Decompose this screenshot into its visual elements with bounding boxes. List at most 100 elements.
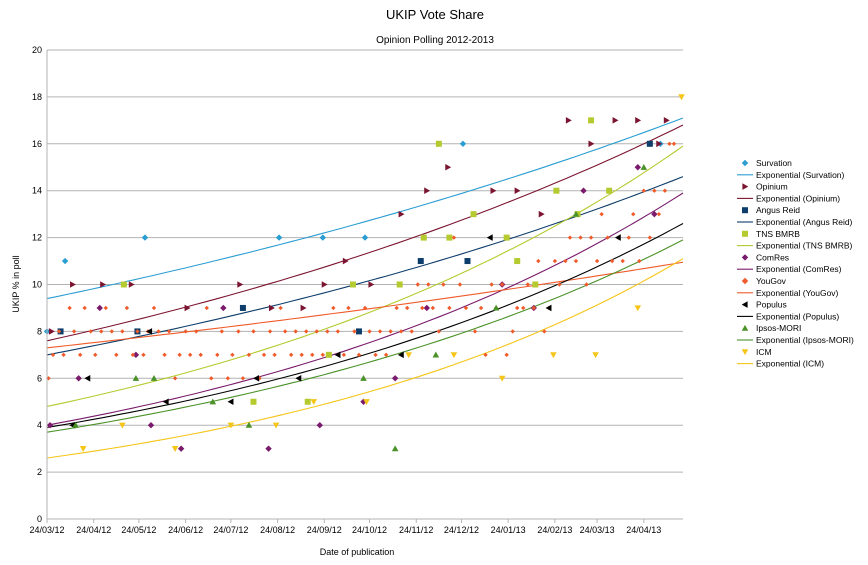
x-tick-label: 24/08/12 <box>260 525 295 535</box>
comres-point <box>46 422 54 429</box>
yougov-point <box>398 329 404 334</box>
yougov-point <box>50 352 56 358</box>
opinium-point <box>635 117 642 124</box>
ipsos-mori-trend-legend-label: Exponential (Ipsos-MORI) <box>756 335 854 345</box>
survation-legend-label: Survation <box>756 158 792 168</box>
yougov-point <box>225 376 231 381</box>
opinium-point <box>656 140 663 148</box>
tns-bmrb-trend-legend-label: Exponential (TNS BMRB) <box>756 241 853 251</box>
y-tick-label: 14 <box>32 186 42 196</box>
yougov-point <box>172 376 178 381</box>
comres-point <box>177 445 185 452</box>
yougov-point <box>415 282 420 287</box>
tns-bmrb-point <box>420 234 427 241</box>
icm-trend-legend-label: Exponential (ICM) <box>756 359 824 369</box>
yougov-point <box>166 329 172 334</box>
ipsos-mori-legend-symbol <box>741 324 749 331</box>
opinium-point <box>48 328 55 335</box>
survation-point <box>459 140 467 147</box>
angus-reid-trend-legend-label: Exponential (Angus Reid) <box>756 217 853 227</box>
yougov-point <box>209 376 214 381</box>
opinium-point <box>398 210 405 218</box>
yougov-point <box>310 352 315 358</box>
trend-line <box>46 261 684 349</box>
chart-subtitle: Opinion Polling 2012-2013 <box>376 35 494 46</box>
yougov-point <box>77 352 83 358</box>
trend-line <box>46 124 684 342</box>
yougov-point <box>187 352 193 358</box>
opinium-point <box>490 187 497 194</box>
yougov-point <box>82 305 87 311</box>
tns-bmrb-point <box>532 281 539 288</box>
opinium-point <box>342 257 349 265</box>
opinium-point <box>268 304 275 312</box>
x-tick-label: 24/06/12 <box>168 525 203 535</box>
tns-bmrb-point <box>396 281 403 288</box>
y-tick-label: 8 <box>37 326 42 336</box>
yougov-legend-symbol <box>741 277 749 285</box>
y-axis-title: UKIP % in poll <box>11 255 21 312</box>
yougov-point <box>652 188 657 193</box>
x-tick-label: 24/03/13 <box>580 525 615 535</box>
yougov-point <box>609 258 615 264</box>
yougov-point <box>99 329 104 334</box>
populus-point <box>84 375 91 382</box>
x-tick-label: 24/05/12 <box>121 525 156 535</box>
icm-legend-label: ICM <box>756 347 772 357</box>
populus-point <box>397 351 404 359</box>
yougov-point <box>631 211 636 217</box>
tick-labels: 0 2 4 6 8 10 12 14 16 18 20 24/03/12 24/04/12 24/05/1… <box>29 45 661 535</box>
yougov-point <box>293 329 298 334</box>
yougov-point <box>335 329 341 334</box>
trend-line <box>46 239 684 433</box>
yougov-point <box>499 282 505 287</box>
grid <box>47 49 683 473</box>
ipsos-mori-point <box>492 304 500 311</box>
trend-line <box>46 258 684 459</box>
comres-trend-legend-label: Exponential (ComRes) <box>756 264 842 274</box>
yougov-point <box>246 352 252 358</box>
survation-legend-symbol <box>741 159 749 167</box>
yougov-point <box>120 329 125 334</box>
yougov-point <box>521 305 526 311</box>
yougov-point <box>656 211 662 217</box>
yougov-point <box>162 352 167 358</box>
populus-point <box>334 351 341 359</box>
tns-bmrb-legend-label: TNS BMRB <box>756 229 800 239</box>
opinium-legend-symbol <box>742 183 749 190</box>
populus-point <box>162 398 169 406</box>
comres-point <box>265 445 272 452</box>
yougov-point <box>447 305 452 311</box>
icm-point <box>363 399 370 406</box>
opinium-point <box>100 281 107 288</box>
ipsos-mori-point <box>391 445 399 452</box>
y-tick-label: 2 <box>37 467 42 477</box>
comres-point <box>75 375 82 382</box>
icm-point <box>171 446 179 452</box>
yougov-point <box>219 329 225 334</box>
angus-reid-legend-symbol <box>742 207 748 214</box>
y-tick-label: 18 <box>32 92 42 102</box>
opinium-point <box>368 281 375 288</box>
yougov-point <box>114 352 119 358</box>
yougov-point <box>183 329 188 334</box>
yougov-point <box>278 305 283 311</box>
opinium-point <box>237 281 244 288</box>
yougov-point <box>426 282 431 287</box>
x-tick-label: 24/04/12 <box>76 525 111 535</box>
ipsos-mori-point <box>209 398 217 405</box>
yougov-point <box>637 258 642 264</box>
yougov-trend-legend-label: Exponential (YouGov) <box>756 288 839 298</box>
y-tick-label: 12 <box>32 233 42 243</box>
opinium-trend-legend-label: Exponential (Opinium) <box>756 193 840 203</box>
yougov-point <box>441 282 446 287</box>
yougov-point <box>251 329 256 334</box>
yougov-point <box>61 352 66 358</box>
opinium-point <box>565 117 572 124</box>
comres-point <box>423 304 430 312</box>
yougov-point <box>56 329 62 334</box>
survation-point <box>319 234 327 241</box>
icm-point <box>550 352 557 359</box>
opinium-point <box>128 281 135 288</box>
